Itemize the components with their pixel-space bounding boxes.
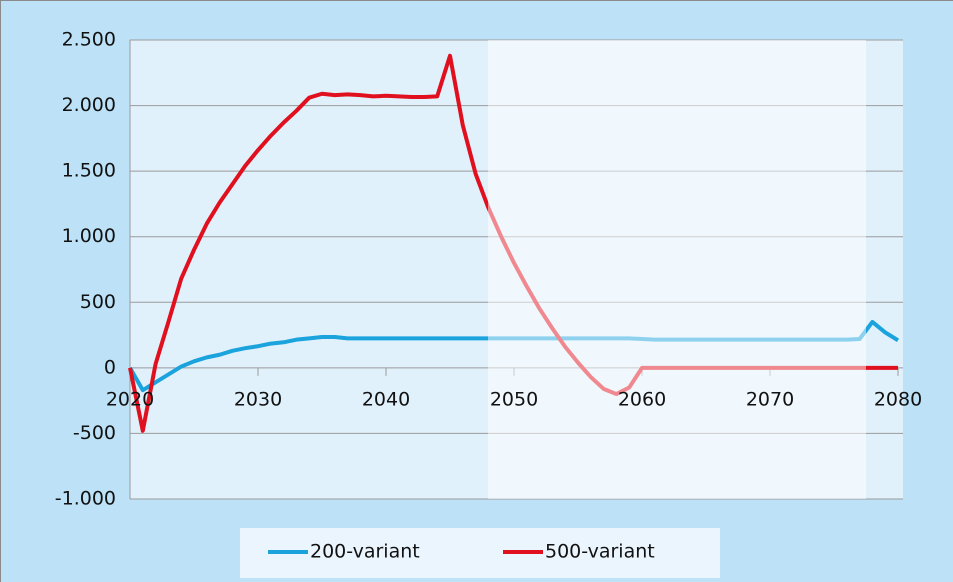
y-tick-label: 1.500 bbox=[62, 160, 116, 182]
y-tick-label: 2.500 bbox=[62, 29, 116, 51]
legend bbox=[240, 528, 720, 578]
y-tick-label: 0 bbox=[104, 356, 116, 378]
x-tick-label: 2060 bbox=[618, 388, 666, 410]
highlight-overlay bbox=[488, 40, 866, 499]
y-tick-label: 2.000 bbox=[62, 94, 116, 116]
x-tick-label: 2040 bbox=[362, 388, 410, 410]
y-tick-label: -1.000 bbox=[55, 488, 116, 510]
x-tick-label: 2080 bbox=[874, 388, 922, 410]
x-tick-label: 2050 bbox=[490, 388, 538, 410]
legend-label: 200-variant bbox=[310, 541, 420, 563]
x-tick-label: 2070 bbox=[746, 388, 794, 410]
labels: -1.000 -500 0 500 1.000 1.500 2.000 2.500 2020 20… bbox=[55, 29, 922, 510]
y-tick-label: 1.000 bbox=[62, 225, 116, 247]
legend-label: 500-variant bbox=[545, 541, 655, 563]
legend-entries: 200-variant 500-variant bbox=[268, 541, 655, 563]
y-tick-label: 500 bbox=[80, 291, 116, 313]
y-tick-label: -500 bbox=[73, 422, 116, 444]
x-tick-label: 2020 bbox=[106, 388, 154, 410]
x-tick-label: 2030 bbox=[234, 388, 282, 410]
